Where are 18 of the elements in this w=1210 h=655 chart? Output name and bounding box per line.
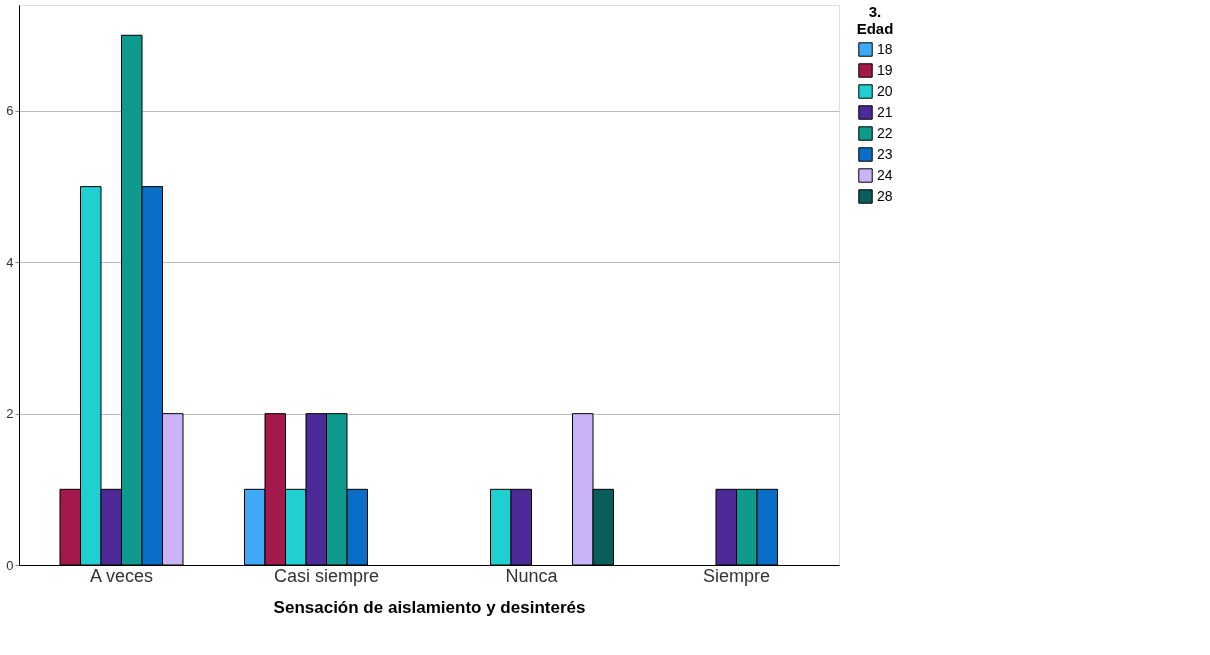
y-tick-label: 6 — [6, 103, 14, 119]
x-axis-title: Sensación de aislamiento y desinterés — [273, 597, 586, 617]
legend-label: 19 — [877, 61, 893, 78]
legend-title: 3. Edad — [856, 3, 894, 37]
y-tick-label: 2 — [6, 406, 14, 422]
legend-label: 20 — [877, 82, 893, 99]
x-tick-label: Nunca — [505, 565, 559, 586]
x-tick-label: Casi siempre — [273, 565, 380, 586]
legend-label: 18 — [877, 40, 893, 57]
legend-label: 22 — [877, 124, 893, 141]
legend-label: 23 — [877, 145, 893, 162]
x-tick-label: A veces — [89, 565, 154, 586]
legend-label: 24 — [877, 166, 893, 183]
x-tick-label: Siempre — [702, 565, 771, 586]
y-tick-label: 0 — [6, 557, 14, 573]
legend-label: 28 — [877, 187, 893, 204]
legend-label: 21 — [877, 103, 893, 120]
y-tick-label: 4 — [6, 254, 14, 270]
